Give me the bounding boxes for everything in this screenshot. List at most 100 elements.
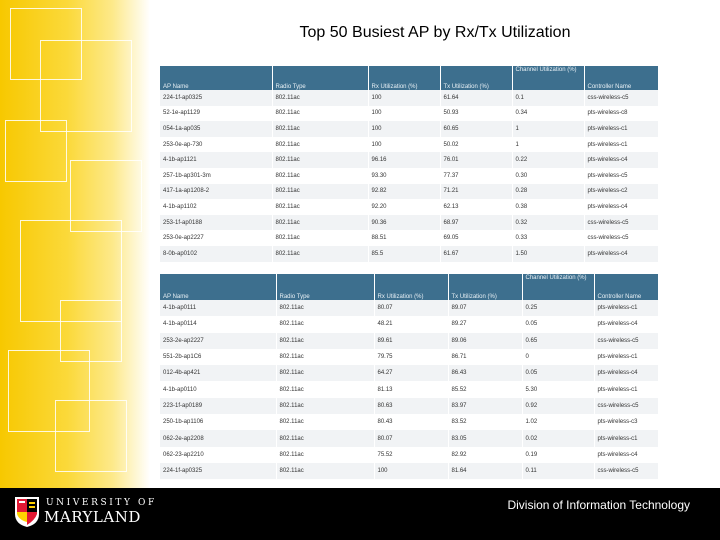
cell-rx-utilization: 79.75 (374, 348, 449, 366)
cell-ap-name: 417-1a-ap1208-2 (160, 183, 273, 200)
cell-rx-utilization: 92.82 (368, 183, 441, 200)
cell-ap-name: 253-0e-ap2227 (160, 230, 273, 246)
table-row: 224-1f-ap0325 802.11ac 100 61.64 0.1 css-wire… (160, 90, 659, 106)
cell-ap-name: 062-23-ap2210 (160, 446, 277, 463)
cell-controller-name: css-wireless-c5 (594, 397, 659, 415)
table-row: 012-4b-ap421 802.11ac 64.27 86.43 0.05 pts-wi… (160, 365, 659, 382)
cell-ap-name: 223-1f-ap0189 (160, 397, 277, 415)
cell-controller-name: pts-wireless-c3 (594, 414, 659, 431)
cell-tx-utilization: 50.93 (440, 105, 513, 122)
cell-tx-utilization: 61.67 (440, 245, 513, 262)
col-header-ap-name: AP Name (160, 66, 273, 90)
cell-radio-type: 802.11ac (272, 183, 369, 200)
cell-tx-utilization: 76.01 (440, 152, 513, 168)
cell-radio-type: 802.11ac (276, 430, 375, 447)
cell-channel-utilization: 0.65 (522, 332, 595, 349)
cell-radio-type: 802.11ac (276, 300, 375, 317)
cell-tx-utilization: 68.97 (440, 214, 513, 231)
cell-channel-utilization: 0.02 (522, 430, 595, 447)
table-row: 417-1a-ap1208-2 802.11ac 92.82 71.21 0.28 pts… (160, 183, 659, 200)
cell-channel-utilization: 1.02 (522, 414, 595, 431)
cell-rx-utilization: 89.61 (374, 332, 449, 349)
col-header-channel-utilization: Channel Utilization (%) (522, 274, 595, 300)
cell-channel-utilization: 0.32 (512, 214, 585, 231)
cell-radio-type: 802.11ac (272, 136, 369, 153)
table-2-body: 4-1b-ap0111 802.11ac 80.07 89.07 0.25 pts-wir… (160, 300, 659, 480)
cell-channel-utilization: 0.19 (522, 446, 595, 463)
cell-rx-utilization: 64.27 (374, 365, 449, 382)
cell-channel-utilization: 5.30 (522, 381, 595, 398)
cell-tx-utilization: 82.92 (448, 446, 523, 463)
cell-rx-utilization: 100 (368, 136, 441, 153)
busiest-ap-table-2: AP Name Radio Type Rx Utilization (%) Tx… (160, 274, 659, 480)
cell-tx-utilization: 89.07 (448, 300, 523, 317)
cell-radio-type: 802.11ac (272, 230, 369, 246)
cell-rx-utilization: 80.07 (374, 430, 449, 447)
cell-ap-name: 4-1b-ap1121 (160, 152, 273, 168)
col-header-rx-utilization: Rx Utilization (%) (374, 274, 449, 300)
cell-rx-utilization: 100 (374, 462, 449, 480)
cell-controller-name: pts-wireless-c4 (594, 316, 659, 333)
col-header-controller-name: Controller Name (584, 66, 659, 90)
cell-channel-utilization: 0 (522, 348, 595, 366)
cell-controller-name: pts-wireless-c1 (594, 300, 659, 317)
slide-title: Top 50 Busiest AP by Rx/Tx Utilization (299, 24, 571, 41)
table-row: 253-0e-ap-730 802.11ac 100 50.02 1 pts-wirele… (160, 136, 659, 153)
col-header-rx-utilization: Rx Utilization (%) (368, 66, 441, 90)
col-header-radio-type: Radio Type (276, 274, 375, 300)
cell-controller-name: pts-wireless-c4 (594, 365, 659, 382)
cell-controller-name: css-wireless-c5 (594, 332, 659, 349)
cell-ap-name: 52-1e-ap1129 (160, 105, 273, 122)
table-row: 250-1b-ap1106 802.11ac 80.43 83.52 1.02 pts-w… (160, 414, 659, 431)
table-row: 4-1b-ap0110 802.11ac 81.13 85.52 5.30 pts-wir… (160, 381, 659, 398)
cell-controller-name: pts-wireless-c1 (594, 381, 659, 398)
cell-rx-utilization: 92.20 (368, 199, 441, 215)
cell-ap-name: 253-1f-ap0188 (160, 214, 273, 231)
cell-channel-utilization: 0.30 (512, 167, 585, 184)
cell-rx-utilization: 100 (368, 121, 441, 137)
table-row: 4-1b-ap1121 802.11ac 96.16 76.01 0.22 pts-wir… (160, 152, 659, 168)
table-1-body: 224-1f-ap0325 802.11ac 100 61.64 0.1 css-wire… (160, 90, 659, 262)
cell-ap-name: 054-1a-ap035 (160, 121, 273, 137)
cell-tx-utilization: 89.27 (448, 316, 523, 333)
cell-controller-name: pts-wireless-c1 (584, 136, 659, 153)
cell-tx-utilization: 77.37 (440, 167, 513, 184)
table-header-row: AP Name Radio Type Rx Utilization (%) Tx… (160, 66, 659, 90)
cell-radio-type: 802.11ac (276, 381, 375, 398)
busiest-ap-table-1: AP Name Radio Type Rx Utilization (%) Tx… (160, 66, 659, 262)
cell-channel-utilization: 0.28 (512, 183, 585, 200)
logo-maryland: MARYLAND (44, 508, 141, 526)
cell-tx-utilization: 69.05 (440, 230, 513, 246)
cell-rx-utilization: 80.43 (374, 414, 449, 431)
cell-controller-name: pts-wireless-c2 (584, 183, 659, 200)
cell-tx-utilization: 89.06 (448, 332, 523, 349)
cell-tx-utilization: 85.52 (448, 381, 523, 398)
cell-radio-type: 802.11ac (276, 397, 375, 415)
cell-controller-name: pts-wireless-c1 (584, 121, 659, 137)
cell-ap-name: 012-4b-ap421 (160, 365, 277, 382)
table-row: 062-23-ap2210 802.11ac 75.52 82.92 0.19 pts-w… (160, 446, 659, 463)
col-header-radio-type: Radio Type (272, 66, 369, 90)
logo-university-of: UNIVERSITY OF (46, 498, 157, 508)
cell-tx-utilization: 50.02 (440, 136, 513, 153)
cell-channel-utilization: 0.05 (522, 316, 595, 333)
cell-rx-utilization: 75.52 (374, 446, 449, 463)
cell-ap-name: 4-1b-ap1102 (160, 199, 273, 215)
cell-controller-name: pts-wireless-c4 (584, 245, 659, 262)
col-header-tx-utilization: Tx Utilization (%) (440, 66, 513, 90)
cell-channel-utilization: 1 (512, 121, 585, 137)
maryland-shield-icon (15, 497, 39, 527)
cell-radio-type: 802.11ac (272, 199, 369, 215)
cell-rx-utilization: 96.16 (368, 152, 441, 168)
cell-rx-utilization: 81.13 (374, 381, 449, 398)
cell-radio-type: 802.11ac (276, 462, 375, 480)
cell-rx-utilization: 88.51 (368, 230, 441, 246)
cell-controller-name: pts-wireless-c4 (584, 152, 659, 168)
col-header-controller-name: Controller Name (594, 274, 659, 300)
cell-channel-utilization: 0.05 (522, 365, 595, 382)
cell-controller-name: pts-wireless-c4 (584, 199, 659, 215)
cell-rx-utilization: 93.30 (368, 167, 441, 184)
cell-ap-name: 250-1b-ap1106 (160, 414, 277, 431)
cell-radio-type: 802.11ac (272, 121, 369, 137)
table-row: 253-2e-ap2227 802.11ac 89.61 89.06 0.65 css-w… (160, 332, 659, 349)
